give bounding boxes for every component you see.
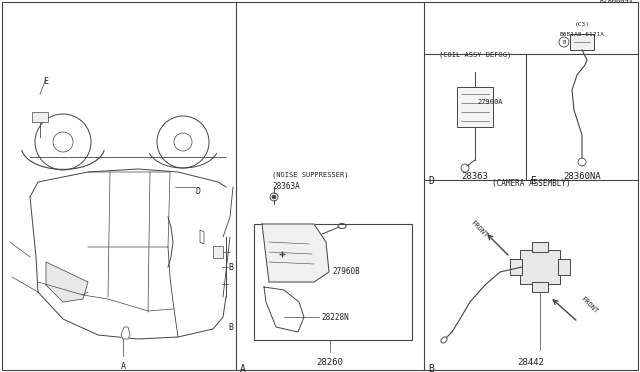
Bar <box>558 259 570 275</box>
Polygon shape <box>46 262 88 302</box>
Bar <box>32 112 48 122</box>
Bar <box>254 224 412 340</box>
Text: B: B <box>228 263 233 272</box>
Text: E: E <box>530 176 536 186</box>
Polygon shape <box>200 230 204 244</box>
Text: D: D <box>195 187 200 196</box>
Text: (C3): (C3) <box>575 22 589 27</box>
Text: E: E <box>44 77 49 86</box>
Text: 28228N: 28228N <box>321 312 349 321</box>
Text: B: B <box>228 323 233 331</box>
Text: 28442: 28442 <box>518 358 545 367</box>
Text: A: A <box>120 362 125 371</box>
Text: B: B <box>428 364 434 372</box>
Text: B081A8-6121A: B081A8-6121A <box>559 32 605 37</box>
Text: 28260: 28260 <box>317 358 344 367</box>
Text: A: A <box>240 364 246 372</box>
FancyBboxPatch shape <box>520 250 560 284</box>
Text: 27900A: 27900A <box>477 99 502 105</box>
Text: B: B <box>563 39 566 45</box>
Text: D: D <box>428 176 434 186</box>
Bar <box>213 246 223 258</box>
Text: 27960B: 27960B <box>332 267 360 276</box>
Bar <box>510 259 522 275</box>
Text: (NOISE SUPPRESSER): (NOISE SUPPRESSER) <box>272 172 349 179</box>
Bar <box>570 34 594 50</box>
Polygon shape <box>121 327 130 339</box>
Text: 28363A: 28363A <box>272 182 300 191</box>
Circle shape <box>272 195 276 199</box>
Text: FRONT: FRONT <box>580 296 599 315</box>
Text: (CAMERA ASSEMBLY): (CAMERA ASSEMBLY) <box>492 179 570 188</box>
Polygon shape <box>264 287 304 332</box>
Text: 28360NA: 28360NA <box>563 172 601 181</box>
Bar <box>457 87 493 127</box>
Text: 28363: 28363 <box>461 172 488 181</box>
Text: R280009V: R280009V <box>600 0 634 4</box>
Polygon shape <box>262 224 329 282</box>
Bar <box>532 242 548 252</box>
Text: FRONT: FRONT <box>470 219 489 238</box>
Bar <box>532 282 548 292</box>
Text: (COIL ASSY DEFOG): (COIL ASSY DEFOG) <box>439 51 511 58</box>
